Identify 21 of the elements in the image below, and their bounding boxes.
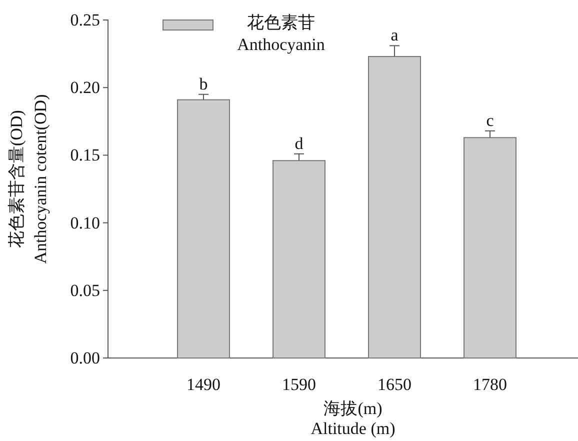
annotation: c [486, 110, 494, 130]
y-tick-label: 0.20 [70, 78, 100, 98]
bar [272, 160, 326, 358]
y-tick-label: 0.00 [70, 348, 100, 368]
bar [368, 56, 421, 358]
annotation: d [294, 134, 304, 153]
annotation: a [390, 26, 399, 45]
legend-label: 花色素苷 Anthocyanin [237, 13, 326, 54]
y-axis-title: 花色素苷含量(OD) Anthocyanin cotent(OD) [7, 94, 50, 264]
x-tick-label: 1650 [378, 375, 412, 394]
y-tick-label: 0.15 [70, 146, 100, 165]
bar [177, 99, 230, 358]
x-axis-title: 海拔(m) Altitude (m) [310, 399, 396, 438]
y-tick-label: 0.10 [70, 213, 100, 232]
annotation: b [199, 74, 208, 94]
x-tick-label: 1590 [282, 375, 316, 394]
x-tick-label: 1780 [473, 375, 507, 394]
y-tick-label: 0.05 [70, 280, 100, 300]
y-tick-label: 0.25 [70, 10, 100, 30]
x-tick-label: 1490 [186, 375, 220, 394]
bar [464, 137, 516, 358]
